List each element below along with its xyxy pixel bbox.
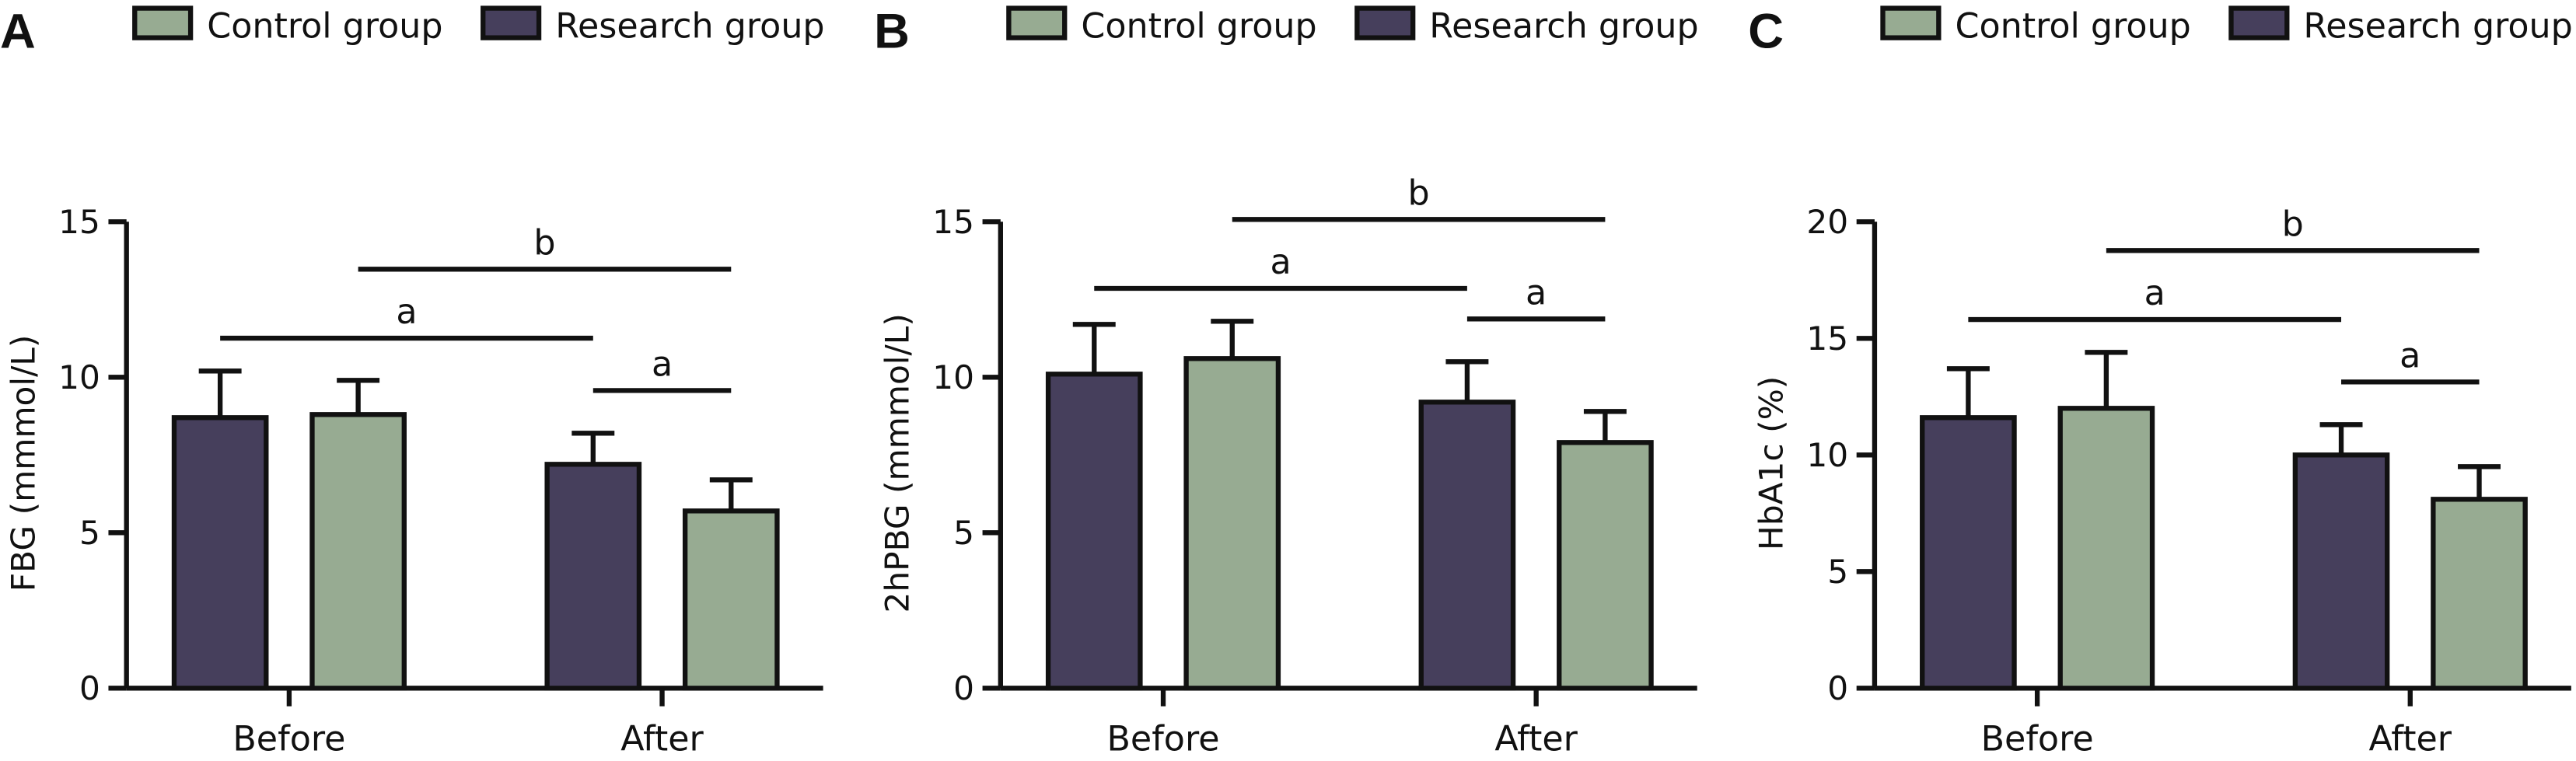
significance-label: a [1270, 243, 1291, 282]
significance-label: a [2144, 274, 2165, 313]
bar-control-before [309, 412, 407, 691]
y-axis-title: 2hPBG (mmmol/L) [878, 313, 916, 613]
significance-label: b [1407, 173, 1429, 213]
y-tick-label: 15 [1806, 319, 1848, 358]
y-tick-label: 10 [1806, 436, 1848, 474]
y-axis-title: FBG (mmmol/L) [4, 335, 42, 592]
panel-letter: C [1748, 4, 1784, 58]
y-tick-label: 0 [1827, 669, 1848, 707]
y-tick-label: 0 [79, 669, 100, 707]
legend-label: Research group [555, 7, 824, 47]
legend-label: Research group [2303, 7, 2572, 47]
x-tick-label: Before [1981, 720, 2094, 759]
bar-research-before [1045, 372, 1143, 691]
y-tick-label: 5 [1827, 553, 1848, 591]
bar-control-before [2057, 406, 2155, 691]
bar-control-after [1557, 440, 1654, 691]
legend-label: Research group [1429, 7, 1698, 47]
y-tick-label: 5 [79, 514, 100, 552]
significance-label: b [2282, 204, 2304, 244]
legend-swatch-research [1354, 5, 1416, 40]
legend-label: Control group [1955, 7, 2190, 47]
significance-label: a [2399, 336, 2420, 375]
legend-swatch-control [1880, 5, 1942, 40]
bar-control-after [682, 508, 780, 691]
x-tick-label: After [2369, 720, 2452, 759]
x-tick-label: After [1494, 720, 1578, 759]
significance-label: b [533, 223, 555, 263]
bar-control-after [2431, 497, 2528, 691]
legend-label: Control group [207, 7, 442, 47]
y-tick-label: 0 [953, 669, 974, 707]
bar-research-before [171, 415, 269, 691]
significance-label: a [652, 344, 673, 384]
y-tick-label: 15 [58, 203, 100, 241]
significance-label: a [396, 292, 417, 332]
bar-research-before [1920, 415, 2017, 691]
y-tick-label: 15 [932, 203, 974, 241]
y-tick-label: 10 [932, 358, 974, 396]
bar-control-before [1183, 356, 1281, 691]
y-tick-label: 10 [58, 358, 100, 396]
x-tick-label: Before [1106, 720, 1219, 759]
panel-letter: B [874, 4, 910, 58]
y-axis-title: HbA1c (%) [1753, 376, 1791, 550]
bar-research-after [544, 462, 642, 691]
legend-swatch-research [2228, 5, 2290, 40]
chart-panel-a: A Control group Research group 0 5 10 15 FBG (m… [0, 4, 825, 759]
significance-label: a [1526, 273, 1547, 312]
panel-letter: A [0, 4, 36, 58]
legend-swatch-control [1006, 5, 1068, 40]
bar-research-after [1418, 400, 1516, 691]
bar-research-after [2292, 452, 2390, 691]
x-tick-label: After [620, 720, 704, 759]
chart-panel-b: B Control group Research group 0 5 10 15 2hPBG … [874, 4, 1699, 759]
legend-swatch-research [481, 5, 542, 40]
y-tick-label: 20 [1806, 203, 1848, 241]
x-tick-label: Before [232, 720, 345, 759]
chart-panel-c: C Control group Research group 0 5 10 15 20 HbA1… [1748, 4, 2573, 759]
legend-swatch-control [132, 5, 194, 40]
legend-label: Control group [1081, 7, 1316, 47]
y-tick-label: 5 [953, 514, 974, 552]
